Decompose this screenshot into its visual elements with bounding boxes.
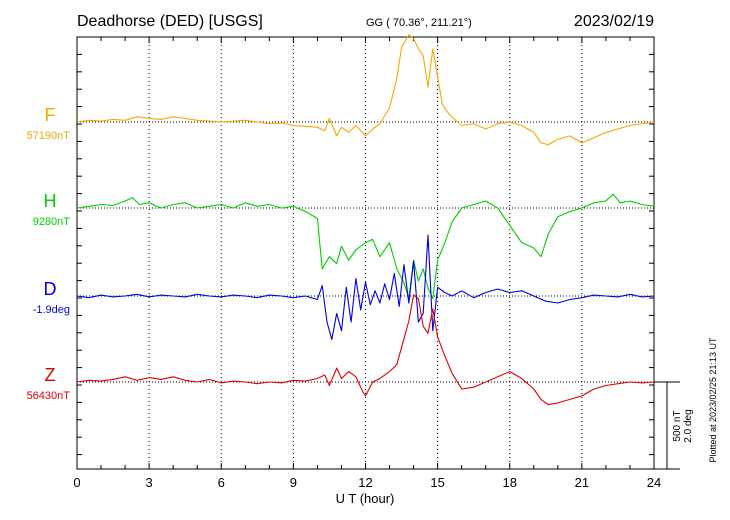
plot-date: 2023/02/19: [574, 13, 654, 30]
grid-lines: [148, 37, 583, 469]
trace-z: [76, 294, 655, 406]
series-name-h: H: [44, 191, 57, 211]
series-labels: F 57190nT H 9280nT D -1.9deg Z 56430nT: [27, 105, 71, 402]
x-tick-label: 6: [218, 475, 225, 490]
series-baseline-h: 9280nT: [33, 216, 71, 228]
series-baseline-z: 56430nT: [27, 390, 71, 402]
x-tick-label: 12: [358, 475, 372, 490]
x-tick-labels: 0 3 6 9 12 15 18 21 24: [73, 475, 661, 490]
scale-bar: 500 nT 2.0 deg: [654, 381, 694, 470]
series-name-d: D: [44, 279, 57, 299]
series-baseline-f: 57190nT: [27, 130, 71, 142]
data-traces: [76, 34, 655, 406]
trace-d: [76, 234, 655, 341]
x-axis-label: U T (hour): [336, 491, 395, 506]
x-tick-label: 15: [430, 475, 444, 490]
station-title: Deadhorse (DED) [USGS]: [77, 13, 263, 30]
series-baseline-d: -1.9deg: [33, 304, 70, 316]
scale-bar-label-deg: 2.0 deg: [683, 409, 694, 442]
trace-h: [76, 193, 655, 300]
series-name-z: Z: [45, 365, 56, 385]
x-tick-label: 0: [73, 475, 80, 490]
trace-f: [76, 34, 655, 146]
scale-bar-label-nt: 500 nT: [672, 410, 683, 441]
x-tick-label: 18: [503, 475, 517, 490]
series-name-f: F: [45, 105, 56, 125]
x-tick-label: 3: [146, 475, 153, 490]
x-tick-label: 21: [575, 475, 589, 490]
x-tick-label: 9: [290, 475, 297, 490]
plotted-timestamp: Plotted at 2023/02/25 21:13 UT: [708, 337, 718, 463]
station-coords: GG ( 70.36°, 211.21°): [366, 17, 472, 29]
x-tick-label: 24: [647, 475, 661, 490]
